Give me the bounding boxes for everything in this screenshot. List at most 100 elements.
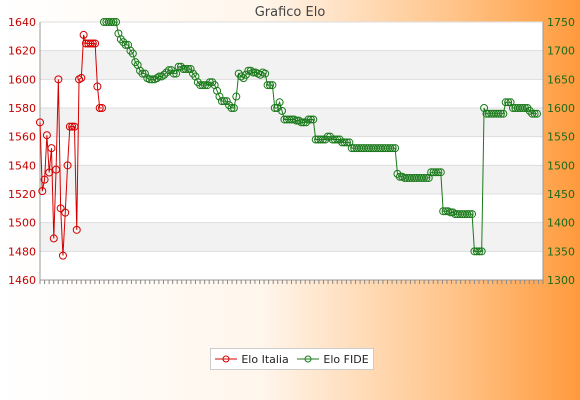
legend-item-italia: Elo Italia — [215, 352, 289, 366]
elo-fide-point — [297, 118, 306, 127]
elo-fide-point — [140, 69, 149, 78]
elo-italia-point — [68, 122, 77, 131]
elo-fide-point — [249, 68, 258, 77]
elo-fide-point — [422, 173, 431, 182]
elo-italia-point — [75, 75, 84, 84]
elo-fide-point — [292, 116, 301, 125]
elo-fide-point — [504, 98, 513, 107]
elo-italia-point — [86, 39, 95, 48]
y-left-tick-label: 1500 — [8, 217, 36, 230]
elo-fide-point — [152, 74, 161, 83]
grid-band — [40, 50, 543, 80]
legend-marker-italia — [215, 355, 238, 363]
elo-italia-point — [42, 131, 51, 140]
elo-fide-point — [431, 168, 440, 177]
elo-fide-point — [446, 208, 455, 217]
elo-italia-point — [45, 168, 54, 177]
elo-fide-point — [434, 168, 443, 177]
elo-italia-point — [91, 39, 100, 48]
elo-italia-point — [36, 118, 44, 127]
y-right-tick-label: 1450 — [547, 188, 575, 201]
elo-fide-point — [294, 116, 303, 125]
elo-italia-point — [95, 104, 104, 112]
elo-fide-point — [306, 115, 315, 124]
elo-fide-point — [533, 109, 541, 118]
plot-area — [40, 22, 543, 280]
elo-fide-point — [232, 92, 241, 101]
y-right-tick-label: 1500 — [547, 159, 575, 172]
grid — [39, 21, 544, 281]
elo-fide-point — [523, 104, 532, 112]
y-right-tick-label: 1750 — [547, 16, 575, 29]
y-left-tick-label: 1540 — [8, 159, 36, 172]
elo-fide-point — [278, 106, 287, 115]
elo-fide-point — [494, 109, 503, 118]
left-axis: 1460 1480 1500 1520 1540 1560 1580 1600 1620 1640 — [8, 16, 36, 287]
elo-fide-point — [107, 18, 116, 26]
y-left-tick-label: 1600 — [8, 73, 36, 86]
elo-fide-point — [472, 247, 481, 256]
elo-fide-point — [342, 138, 351, 147]
elo-fide-point — [157, 72, 166, 81]
elo-fide-point — [309, 115, 318, 124]
elo-italia-point — [56, 204, 65, 213]
elo-fide-point — [263, 81, 272, 90]
series-elo-fide — [100, 18, 541, 256]
y-right-tick-label: 1350 — [547, 245, 575, 258]
elo-fide-point — [270, 104, 279, 112]
elo-italia-point — [38, 187, 47, 196]
elo-fide-point — [227, 104, 236, 112]
elo-fide-point — [246, 66, 255, 75]
elo-fide-point — [237, 72, 246, 81]
elo-fide-point — [112, 18, 121, 26]
legend: Elo Italia Elo FIDE — [210, 348, 374, 370]
y-right-tick-label: 1400 — [547, 217, 575, 230]
elo-fide-point — [468, 210, 477, 219]
elo-fide-point — [169, 69, 178, 78]
elo-fide-point — [530, 109, 539, 118]
elo-fide-point — [116, 35, 125, 44]
elo-fide-point — [304, 115, 313, 124]
elo-fide-point — [261, 69, 270, 78]
elo-fide-point — [501, 98, 510, 107]
elo-fide-point — [528, 109, 537, 118]
elo-fide-point — [256, 70, 265, 79]
elo-fide-point — [499, 109, 508, 118]
elo-fide-point — [419, 173, 428, 182]
y-left-tick-label: 1520 — [8, 188, 36, 201]
elo-fide-point — [181, 65, 190, 74]
elo-italia-point — [40, 175, 49, 184]
elo-italia-point — [98, 104, 106, 112]
right-axis: 1300 1350 1400 1450 1500 1550 1600 1650 1700 1750 — [547, 16, 575, 287]
elo-fide-point — [176, 62, 185, 71]
elo-fide-point — [131, 58, 140, 67]
elo-italia-point — [77, 73, 86, 82]
elo-fide-point — [265, 81, 274, 90]
grid-band — [40, 222, 543, 252]
elo-italia-point — [58, 251, 67, 260]
y-left-tick-label: 1640 — [8, 16, 36, 29]
legend-marker-fide — [297, 355, 320, 363]
elo-fide-point — [275, 98, 284, 107]
elo-fide-line — [104, 21, 537, 252]
elo-fide-point — [229, 104, 238, 112]
elo-fide-point — [186, 65, 195, 74]
elo-fide-point — [244, 66, 253, 75]
y-right-tick-label: 1550 — [547, 131, 575, 144]
legend-label-italia: Elo Italia — [241, 352, 289, 366]
elo-fide-point — [477, 247, 486, 256]
elo-fide-point — [268, 81, 277, 90]
elo-fide-point — [138, 69, 147, 78]
elo-fide-point — [184, 65, 193, 74]
y-left-tick-label: 1580 — [8, 102, 36, 115]
elo-italia-point — [49, 234, 58, 243]
elo-italia-point — [52, 165, 61, 174]
elo-fide-point — [121, 40, 130, 49]
elo-fide-point — [465, 210, 474, 219]
y-right-tick-label: 1700 — [547, 45, 575, 58]
elo-fide-point — [174, 62, 183, 71]
elo-fide-point — [222, 97, 231, 106]
elo-italia-point — [54, 75, 63, 84]
elo-fide-point — [518, 104, 527, 112]
elo-italia-point — [47, 144, 56, 153]
